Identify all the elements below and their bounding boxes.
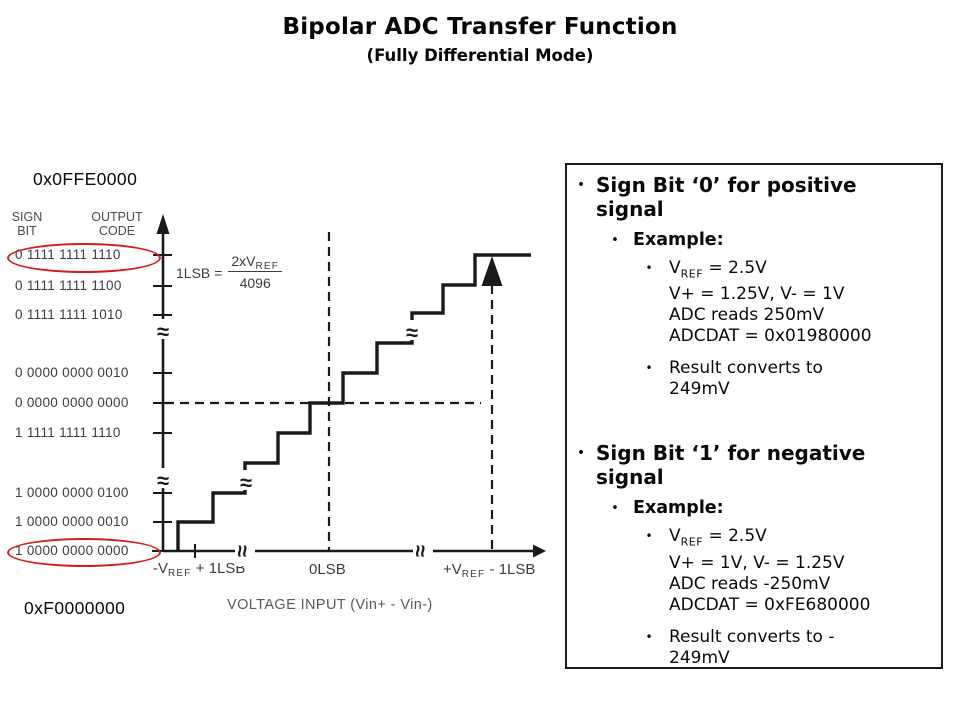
output-code-row: 1 0000 0000 0100 xyxy=(15,485,129,500)
lsb-formula-lhs: 1LSB = xyxy=(176,265,223,281)
bullet-icon: • xyxy=(576,445,586,462)
negative-result-row: • Result converts to -249mV xyxy=(567,627,941,669)
top-hex-code: 0x0FFE0000 xyxy=(33,169,138,189)
lsb-formula-fraction: 2xVREF 4096 xyxy=(228,253,283,291)
x-axis-break-icon: ≈ xyxy=(408,536,433,566)
adc-reads-line: ADC reads -250mV xyxy=(669,573,831,594)
vref-value: = 2.5V xyxy=(703,258,767,278)
numerator-subscript: REF xyxy=(255,261,280,272)
staircase-break-icon: ≈ xyxy=(397,320,427,345)
bottom-hex-code: 0xF0000000 xyxy=(24,598,126,618)
bullet-icon: • xyxy=(576,177,586,193)
y-axis-break-icon: ≈ xyxy=(148,468,178,493)
y-axis-arrow xyxy=(156,214,170,234)
x-label-negative-fullscale: -VREF + 1LSB xyxy=(153,560,245,579)
neg-label-subscript: REF xyxy=(168,568,192,579)
negative-example-label: Example: xyxy=(633,498,724,519)
result-line2: 249mV xyxy=(669,379,730,400)
result-line2: 249mV xyxy=(669,647,730,668)
positive-example-label: Example: xyxy=(633,230,724,250)
output-code-row: 0 0000 0000 0010 xyxy=(15,365,129,380)
page-title: Bipolar ADC Transfer Function xyxy=(282,14,678,40)
positive-detail-row: • VREF = 2.5V V+ = 1.25V, V- = 1V ADC re… xyxy=(567,258,941,347)
neg-label-text: -V xyxy=(153,560,168,577)
neg-label-suffix: + 1LSB xyxy=(191,560,246,577)
numerator-text: 2xV xyxy=(231,253,256,269)
page-subtitle: (Fully Differential Mode) xyxy=(366,46,594,65)
output-code-row: 0 1111 1111 1010 xyxy=(15,307,123,322)
bullet-icon: • xyxy=(645,261,653,275)
x-axis-break-icon: ≈ xyxy=(230,536,255,566)
lsb-formula-numerator: 2xVREF xyxy=(228,253,283,272)
sign-bit-header: SIGN BIT xyxy=(4,210,50,238)
explanation-panel: • Sign Bit ‘0’ for positive signal • Exa… xyxy=(565,163,943,669)
output-header-line1: OUTPUT xyxy=(91,210,143,224)
pos-label-suffix: - 1LSB xyxy=(485,561,536,578)
x-axis-title: VOLTAGE INPUT (Vin+ - Vin-) xyxy=(227,597,433,613)
lsb-formula-denominator: 4096 xyxy=(239,275,271,291)
positive-signal-section: • Sign Bit ‘0’ for positive signal • Exa… xyxy=(567,165,941,400)
positive-heading-row: • Sign Bit ‘0’ for positive signal xyxy=(567,173,941,221)
negative-signal-section: • Sign Bit ‘1’ for negative signal • Exa… xyxy=(567,433,941,668)
title-block: Bipolar ADC Transfer Function (Fully Dif… xyxy=(0,14,960,65)
input-voltages-line: V+ = 1V, V- = 1.25V xyxy=(669,552,845,573)
vref-symbol: V xyxy=(669,258,681,278)
y-axis-ticks xyxy=(152,254,172,552)
output-code-row: 1 0000 0000 0010 xyxy=(15,514,129,529)
vref-symbol: V xyxy=(669,526,681,547)
positive-detail-text: VREF = 2.5V V+ = 1.25V, V- = 1V ADC read… xyxy=(669,258,872,347)
x-axis-arrow xyxy=(533,544,546,558)
bullet-icon: • xyxy=(611,233,619,248)
vref-value: = 2.5V xyxy=(703,526,767,547)
bullet-icon: • xyxy=(645,529,653,544)
positive-example-row: • Example: xyxy=(567,230,941,251)
vref-subscript: REF xyxy=(680,535,704,549)
sign-header-line2: BIT xyxy=(17,224,37,238)
negative-example-row: • Example: xyxy=(567,498,941,519)
output-code-header: OUTPUT CODE xyxy=(82,210,152,238)
adcdat-line: ADCDAT = 0xFE680000 xyxy=(669,594,871,615)
pos-label-text: +V xyxy=(443,561,462,578)
x-label-positive-fullscale: +VREF - 1LSB xyxy=(443,561,535,580)
positive-result-text: Result converts to 249mV xyxy=(669,358,823,400)
result-line1: Result converts to - xyxy=(669,626,835,647)
negative-heading-row: • Sign Bit ‘1’ for negative signal xyxy=(567,441,941,489)
highlight-ellipse-negative-fullscale xyxy=(7,538,161,567)
positive-result-row: • Result converts to 249mV xyxy=(567,358,941,400)
pos-label-subscript: REF xyxy=(461,569,486,580)
x-label-zero-lsb: 0LSB xyxy=(309,561,346,578)
fullscale-up-arrow xyxy=(481,256,503,286)
positive-heading: Sign Bit ‘0’ for positive signal xyxy=(596,173,857,221)
output-header-line2: CODE xyxy=(98,224,136,238)
output-code-row: 1 1111 1111 1110 xyxy=(15,425,121,440)
bullet-icon: • xyxy=(611,501,619,517)
adc-reads-line: ADC reads 250mV xyxy=(669,305,825,326)
lsb-formula: 1LSB = 2xVREF 4096 xyxy=(176,253,283,291)
highlight-ellipse-positive-fullscale xyxy=(7,243,161,273)
output-code-row: 0 0000 0000 0000 xyxy=(15,395,129,410)
bullet-icon: • xyxy=(645,361,653,376)
negative-detail-row: • VREF = 2.5V V+ = 1V, V- = 1.25V ADC re… xyxy=(567,526,941,615)
vref-subscript: REF xyxy=(680,267,704,281)
negative-result-text: Result converts to -249mV xyxy=(669,627,835,669)
vref-line: VREF = 2.5V xyxy=(669,526,870,552)
vref-line: VREF = 2.5V xyxy=(669,258,872,284)
input-voltages-line: V+ = 1.25V, V- = 1V xyxy=(669,284,845,305)
bullet-icon: • xyxy=(645,629,653,644)
sign-header-line1: SIGN xyxy=(11,210,43,224)
adcdat-line: ADCDAT = 0x01980000 xyxy=(669,326,872,347)
staircase-break-icon: ≈ xyxy=(231,470,261,495)
staircase-curve xyxy=(176,253,531,551)
y-axis-break-icon: ≈ xyxy=(148,319,178,344)
result-line1: Result converts to xyxy=(669,358,823,379)
negative-heading: Sign Bit ‘1’ for negative signal xyxy=(596,441,866,490)
output-code-row: 0 1111 1111 1100 xyxy=(15,278,122,293)
negative-detail-text: VREF = 2.5V V+ = 1V, V- = 1.25V ADC read… xyxy=(669,526,870,615)
